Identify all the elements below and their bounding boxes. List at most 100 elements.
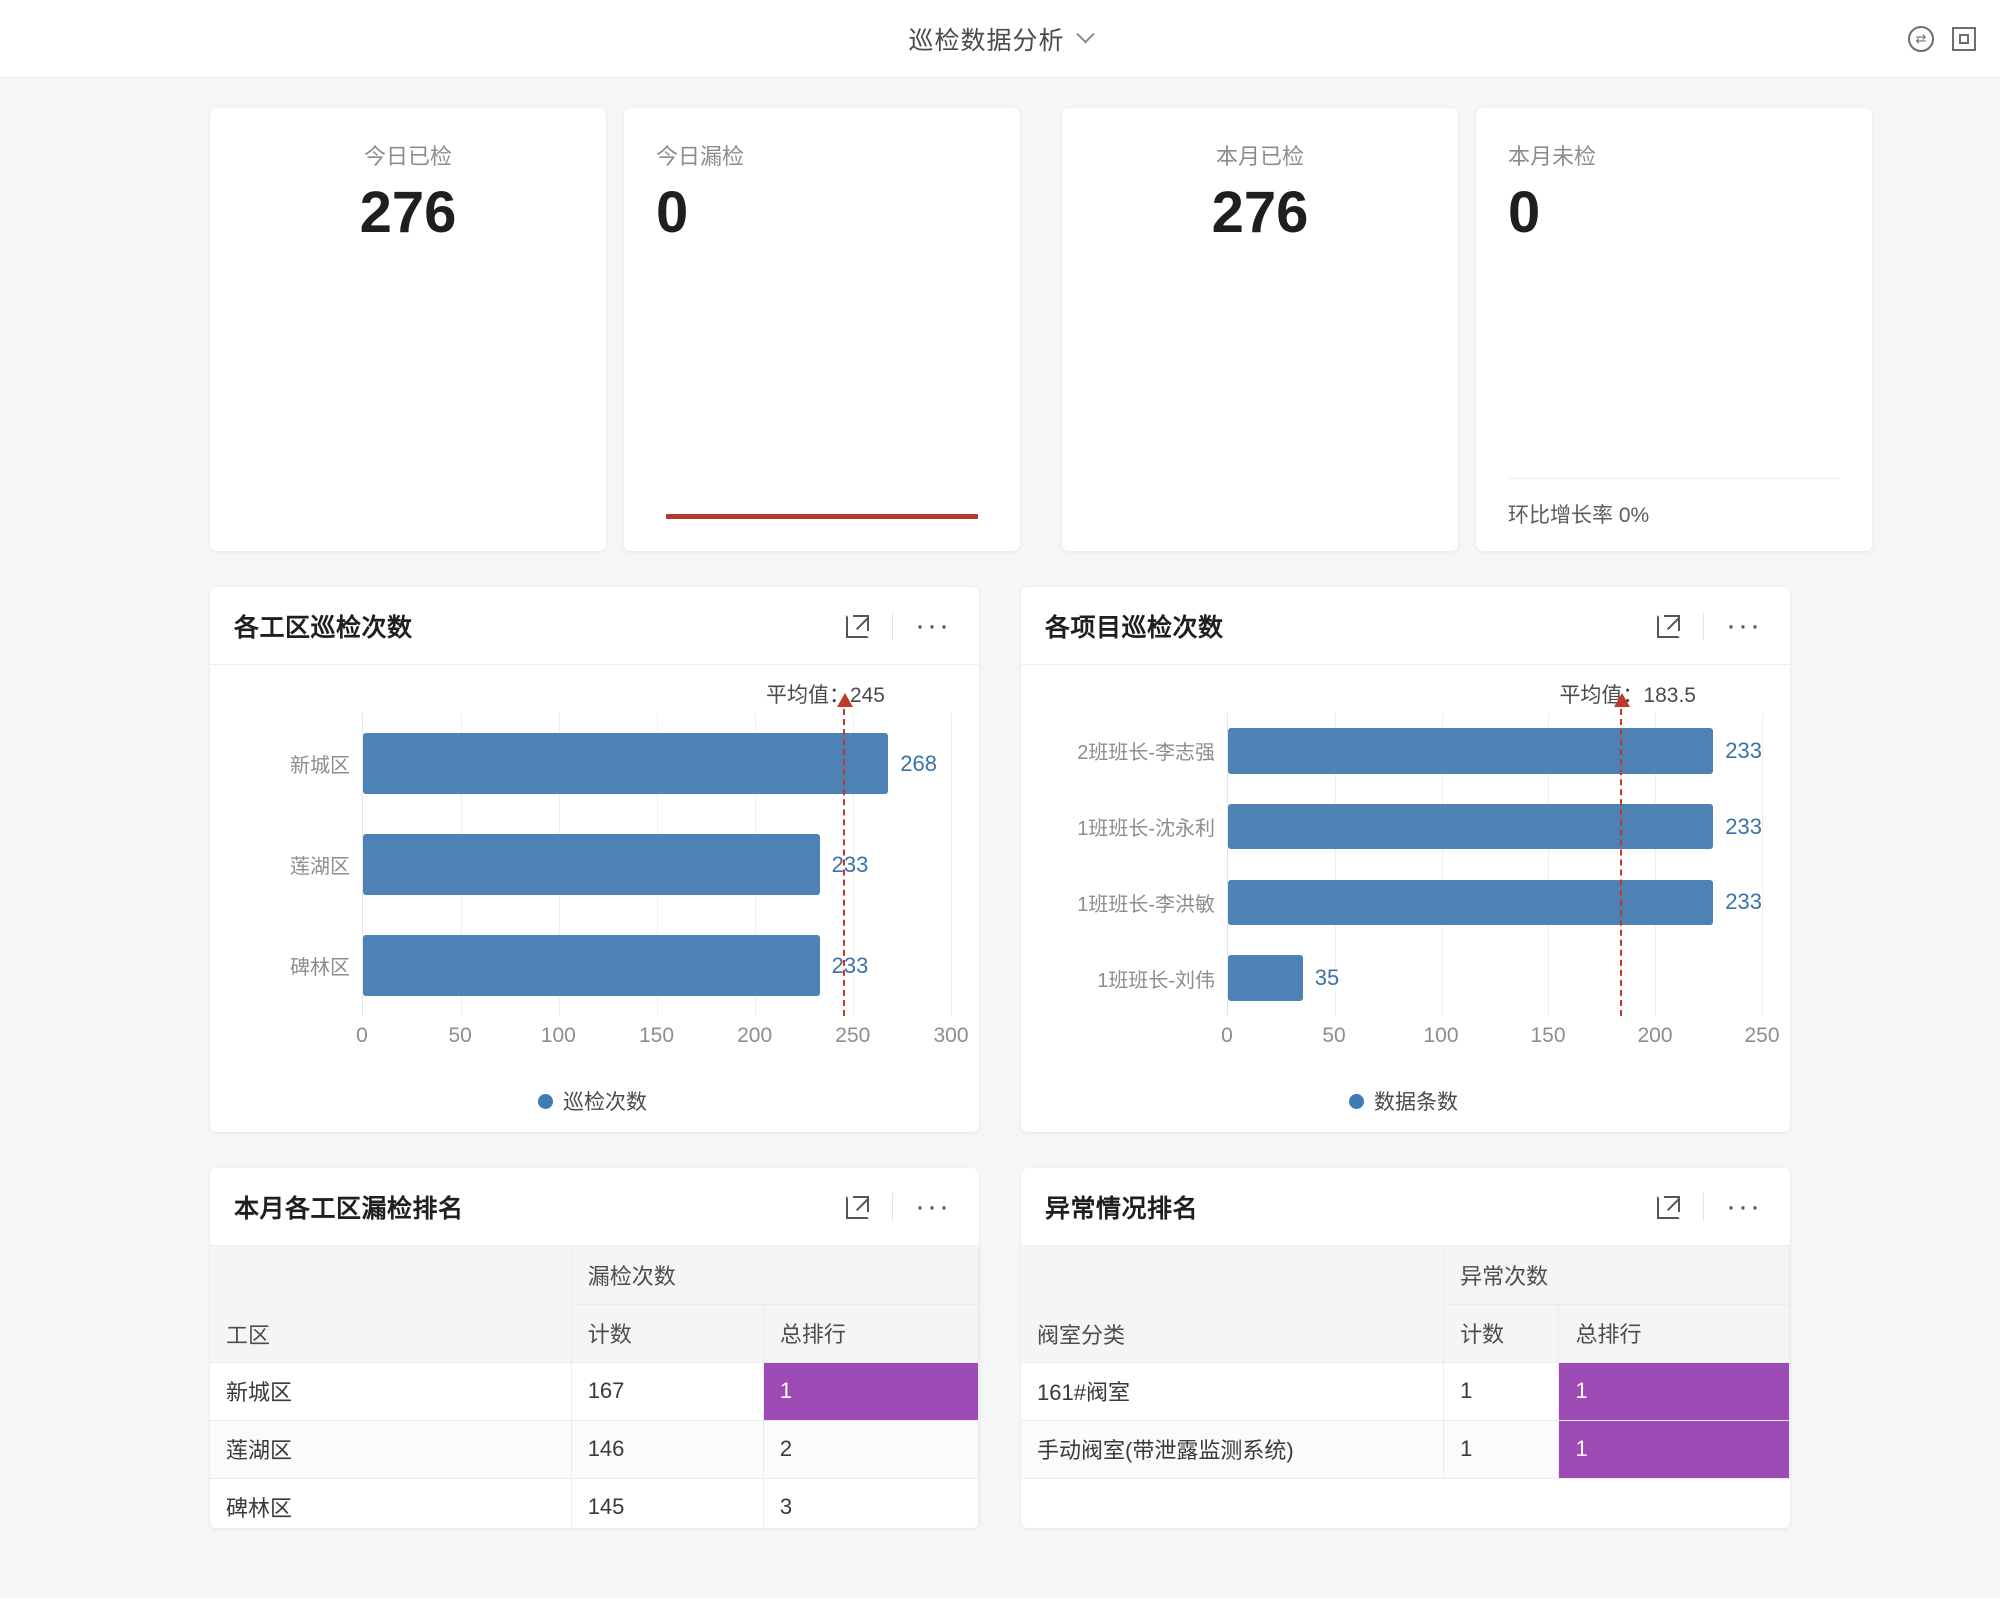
category-tick: 1班班长-沈永利 bbox=[1045, 789, 1227, 865]
table-scroll[interactable]: 工区 漏检次数 计数 总排行 新城区 167 1 莲湖区 146 2 碑林区 145 3 bbox=[210, 1246, 979, 1528]
table-row[interactable]: 161#阀室 1 1 bbox=[1021, 1362, 1790, 1421]
category-label: 新城区 bbox=[290, 755, 350, 777]
bar-row[interactable]: 233 bbox=[1228, 789, 1762, 865]
panel-work-area-inspections: 各工区巡检次数 ··· 平均值：245 新城区 莲湖区 碑林区 268 233 233 … bbox=[210, 587, 979, 1132]
bar-row[interactable]: 35 bbox=[1228, 940, 1762, 1016]
dashboard-body: 今日已检 276 今日漏检 0 本月已检 276 本月未检 0 环比增长率 0% bbox=[0, 78, 2000, 1528]
category-label: 碑林区 bbox=[290, 957, 350, 979]
x-axis-tick: 50 bbox=[448, 1024, 472, 1047]
column-header-dimension[interactable]: 阀室分类 bbox=[1021, 1246, 1445, 1363]
category-tick: 新城区 bbox=[234, 713, 362, 814]
x-axis-tick: 100 bbox=[1423, 1024, 1459, 1047]
column-header[interactable]: 计数 bbox=[571, 1304, 764, 1363]
table-row[interactable]: 莲湖区 146 2 bbox=[210, 1420, 979, 1479]
external-link-icon[interactable] bbox=[846, 614, 870, 638]
gridline bbox=[1762, 713, 1763, 1016]
gridline bbox=[951, 713, 952, 1016]
panel-tools: ··· bbox=[846, 608, 951, 642]
column-group-header[interactable]: 异常次数 bbox=[1443, 1246, 1790, 1305]
bar[interactable] bbox=[1228, 803, 1714, 850]
external-link-icon[interactable] bbox=[1657, 614, 1681, 638]
bar-value-label: 268 bbox=[900, 750, 937, 776]
more-dots-icon[interactable]: ··· bbox=[915, 608, 951, 642]
table-row[interactable]: 新城区 167 1 bbox=[210, 1362, 979, 1421]
panel-abnormal-ranking: 异常情况排名 ··· 阀室分类 异常次数 计数 总排行 161#阀室 1 1 手动阀室(带泄露… bbox=[1021, 1168, 1790, 1528]
x-axis-tick: 200 bbox=[737, 1024, 773, 1047]
kpi-card-month-inspected[interactable]: 本月已检 276 bbox=[1062, 108, 1458, 551]
kpi-card-today-inspected[interactable]: 今日已检 276 bbox=[210, 108, 606, 551]
average-arrow-icon bbox=[1613, 693, 1630, 707]
bar-value-label: 233 bbox=[831, 952, 869, 978]
average-line bbox=[1613, 693, 1630, 1016]
category-label: 1班班长-刘伟 bbox=[1097, 969, 1215, 992]
bar-row[interactable]: 233 bbox=[363, 814, 951, 915]
kpi-card-month-uninspected[interactable]: 本月未检 0 环比增长率 0% bbox=[1476, 108, 1872, 551]
gridline bbox=[1548, 713, 1550, 1016]
x-axis-tick: 300 bbox=[933, 1024, 969, 1047]
bar[interactable] bbox=[1228, 728, 1714, 774]
table-row: 本月各工区漏检排名 ··· 工区 漏检次数 计数 总排行 新城区 167 1 莲湖区 146 2 碑… bbox=[0, 1168, 2000, 1528]
column-header[interactable]: 总排行 bbox=[763, 1304, 979, 1363]
cell-name: 新城区 bbox=[210, 1362, 572, 1421]
bar-row[interactable]: 268 bbox=[363, 713, 951, 814]
bar[interactable] bbox=[1228, 879, 1714, 926]
category-tick: 碑林区 bbox=[234, 915, 362, 1016]
category-label: 2班班长-李志强 bbox=[1077, 742, 1215, 765]
legend-label: 数据条数 bbox=[1374, 1091, 1458, 1114]
chart-legend[interactable]: 数据条数 bbox=[1045, 1070, 1762, 1132]
ranking-table: 工区 漏检次数 计数 总排行 新城区 167 1 莲湖区 146 2 碑林区 145 3 bbox=[210, 1246, 979, 1528]
cell-name: 手动阀室(带泄露监测系统) bbox=[1021, 1420, 1445, 1479]
bar-row[interactable]: 233 bbox=[363, 915, 951, 1016]
x-axis-tick: 200 bbox=[1637, 1024, 1673, 1047]
x-axis-tick: 0 bbox=[356, 1024, 368, 1047]
cell-name: 161#阀室 bbox=[1021, 1362, 1445, 1421]
table-row[interactable]: 手动阀室(带泄露监测系统) 1 1 bbox=[1021, 1420, 1790, 1479]
more-dots-icon[interactable]: ··· bbox=[915, 1189, 951, 1223]
bar[interactable] bbox=[363, 834, 820, 895]
gridline bbox=[1334, 713, 1336, 1016]
panel-tools: ··· bbox=[1657, 1189, 1762, 1223]
cell-rank: 2 bbox=[763, 1420, 979, 1479]
x-axis-tick: 50 bbox=[1322, 1024, 1346, 1047]
panel-title: 异常情况排名 bbox=[1045, 1194, 1199, 1223]
kpi-card-today-missed[interactable]: 今日漏检 0 bbox=[624, 108, 1020, 551]
more-dots-icon[interactable]: ··· bbox=[1726, 1189, 1762, 1223]
bar[interactable] bbox=[363, 733, 889, 794]
bar-row[interactable]: 233 bbox=[1228, 713, 1762, 789]
chevron-down-icon[interactable] bbox=[1075, 25, 1095, 44]
bar-value-label: 233 bbox=[831, 851, 869, 877]
bar-row[interactable]: 233 bbox=[1228, 865, 1762, 941]
page-title-dropdown[interactable]: 巡检数据分析 bbox=[908, 21, 1095, 57]
category-label: 1班班长-沈永利 bbox=[1077, 818, 1215, 841]
table-header-row: 阀室分类 异常次数 bbox=[1021, 1246, 1790, 1363]
kpi-group-month: 本月已检 276 本月未检 0 环比增长率 0% bbox=[1062, 108, 1872, 551]
kpi-value: 0 bbox=[656, 179, 689, 245]
column-header[interactable]: 总排行 bbox=[1558, 1304, 1790, 1363]
column-group-header[interactable]: 漏检次数 bbox=[571, 1246, 979, 1305]
kpi-label: 本月已检 bbox=[1215, 144, 1304, 169]
column-header[interactable]: 计数 bbox=[1443, 1304, 1560, 1363]
cell-name: 莲湖区 bbox=[210, 1420, 572, 1479]
panel-header: 异常情况排名 ··· bbox=[1021, 1168, 1790, 1246]
bar-value-label: 233 bbox=[1725, 813, 1762, 839]
more-dots-icon[interactable]: ··· bbox=[1726, 608, 1762, 642]
chart-area: 平均值：245 新城区 莲湖区 碑林区 268 233 233 0 50 100 150 200… bbox=[210, 665, 979, 1132]
kpi-group-today: 今日已检 276 今日漏检 0 bbox=[210, 108, 1020, 551]
table-scroll[interactable]: 阀室分类 异常次数 计数 总排行 161#阀室 1 1 手动阀室(带泄露监测系统) 1 1 bbox=[1021, 1246, 1790, 1528]
external-link-icon[interactable] bbox=[846, 1195, 870, 1219]
average-arrow-icon bbox=[837, 693, 854, 707]
bar[interactable] bbox=[1228, 955, 1303, 1001]
currency-swap-icon[interactable]: ⇄ bbox=[1908, 25, 1934, 52]
kpi-row: 今日已检 276 今日漏检 0 本月已检 276 本月未检 0 环比增长率 0% bbox=[0, 108, 2000, 551]
cell-count: 146 bbox=[571, 1420, 764, 1479]
legend-color-dot bbox=[1349, 1093, 1364, 1109]
chart-row: 各工区巡检次数 ··· 平均值：245 新城区 莲湖区 碑林区 268 233 233 … bbox=[0, 587, 2000, 1132]
square-frame-icon[interactable] bbox=[1952, 26, 1976, 51]
bar[interactable] bbox=[363, 935, 820, 996]
chart-legend[interactable]: 巡检次数 bbox=[234, 1070, 951, 1132]
average-label: 平均值：245 bbox=[765, 684, 885, 707]
column-header-dimension[interactable]: 工区 bbox=[210, 1246, 572, 1363]
category-axis: 2班班长-李志强 1班班长-沈永利 1班班长-李洪敏 1班班长-刘伟 bbox=[1045, 713, 1227, 1016]
external-link-icon[interactable] bbox=[1657, 1195, 1681, 1219]
table-row[interactable]: 碑林区 145 3 bbox=[210, 1478, 979, 1528]
